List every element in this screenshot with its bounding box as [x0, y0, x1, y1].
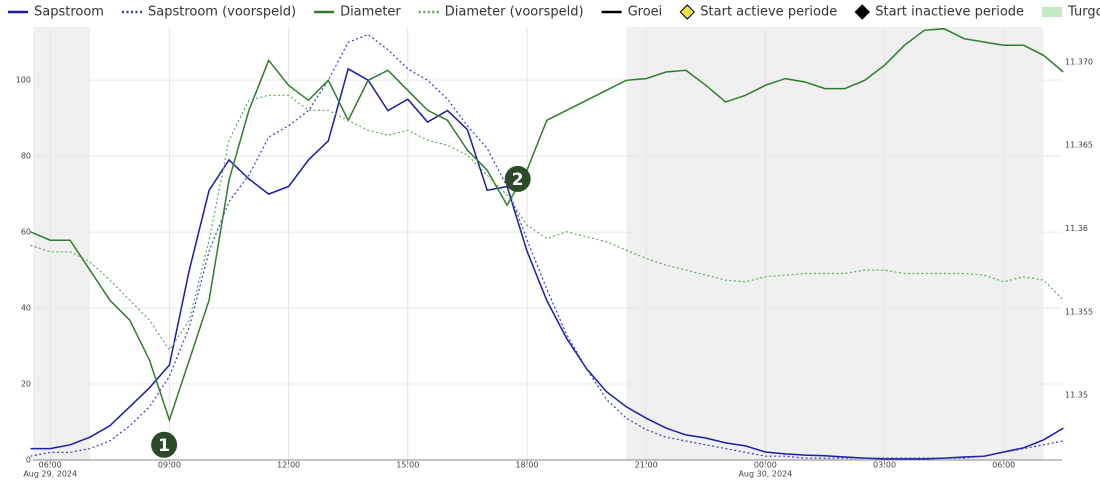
series-line — [30, 67, 1064, 460]
annotation-label: 2 — [512, 170, 524, 190]
y2-tick-label: 11.355 — [1065, 307, 1093, 316]
legend-label: Sapstroom (voorspeld) — [148, 5, 296, 20]
legend-swatch — [1042, 7, 1063, 17]
legend-label: Diameter — [340, 5, 401, 20]
y2-tick-label: 11.36 — [1065, 224, 1088, 233]
x-tick-label: 06:00 — [39, 461, 62, 470]
y-tick-label: 20 — [21, 380, 31, 389]
series-line — [30, 27, 1064, 423]
x-date-label: Aug 30, 2024 — [738, 470, 792, 479]
y2-tick-label: 11.35 — [1065, 391, 1088, 400]
annotation-marker — [504, 165, 531, 192]
legend-label: Sapstroom — [34, 5, 104, 20]
series-line — [30, 94, 1064, 352]
x-tick-label: 12:00 — [277, 461, 300, 470]
x-tick-label: 00:00 — [754, 461, 777, 470]
x-tick-label: 15:00 — [396, 461, 419, 470]
legend-swatch — [679, 4, 695, 20]
legend-item: Turgor — [1042, 5, 1100, 20]
legend-item: Groei — [601, 5, 663, 20]
y-tick-label: 100 — [16, 76, 31, 85]
shaded-period — [626, 27, 1044, 460]
legend-label: Turgor — [1067, 5, 1100, 20]
annotation-marker — [151, 431, 178, 458]
legend-label: Start inactieve periode — [875, 5, 1024, 20]
x-tick-label: 21:00 — [635, 461, 658, 470]
legend-item: Start actieve periode — [679, 4, 837, 20]
x-tick-label: 18:00 — [515, 461, 538, 470]
y-tick-label: 60 — [21, 228, 31, 237]
legend-item: Diameter — [314, 5, 401, 20]
y-tick-label: 80 — [21, 152, 31, 161]
legend-item: Sapstroom (voorspeld) — [121, 5, 296, 20]
y-tick-label: 40 — [21, 304, 31, 313]
x-tick-label: 06:00 — [992, 461, 1015, 470]
shaded-period — [33, 27, 90, 460]
legend-item: Diameter (voorspeld) — [418, 5, 584, 20]
y2-tick-label: 11.370 — [1065, 57, 1093, 66]
x-tick-label: 03:00 — [873, 461, 896, 470]
legend-label: Diameter (voorspeld) — [445, 5, 584, 20]
y2-tick-label: 11.365 — [1065, 141, 1093, 150]
x-date-label: Aug 29, 2024 — [23, 470, 77, 479]
legend-item: Start inactieve periode — [854, 4, 1024, 20]
legend-swatch — [854, 4, 870, 20]
legend-item: Sapstroom — [8, 5, 104, 20]
legend-label: Start actieve periode — [700, 5, 837, 20]
x-tick-label: 09:00 — [158, 461, 181, 470]
series-line — [30, 33, 1064, 459]
y-tick-label: 0 — [26, 456, 31, 465]
annotation-label: 1 — [158, 436, 170, 456]
legend-label: Groei — [628, 5, 663, 20]
